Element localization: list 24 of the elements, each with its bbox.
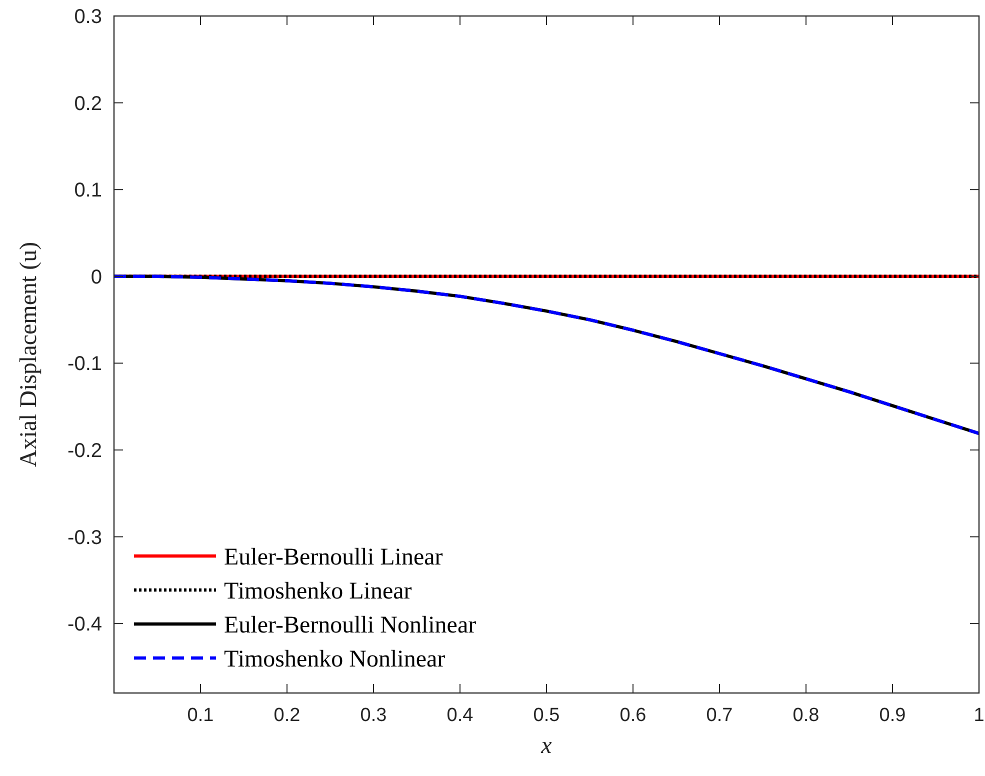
y-tick-label: 0.1 — [74, 180, 102, 202]
y-tick-label: -0.3 — [68, 526, 102, 549]
legend-label: Timoshenko Nonlinear — [224, 646, 446, 672]
y-tick-label: 0.2 — [74, 92, 102, 115]
legend-label: Euler-Bernoulli Nonlinear — [224, 612, 476, 638]
x-axis-title: x — [540, 733, 552, 759]
x-tick-label: 0.2 — [274, 705, 300, 726]
y-tick-label: 0.3 — [74, 6, 102, 28]
x-tick-label: 0.8 — [792, 705, 820, 726]
y-axis-title: Axial Displacement (u) — [16, 242, 42, 468]
legend-label: Euler-Bernoulli Linear — [224, 544, 443, 570]
y-tick-label: -0.4 — [68, 614, 102, 636]
x-tick-label: 0.3 — [360, 705, 387, 726]
x-tick-label: 0.7 — [706, 705, 733, 726]
x-tick-label: 0.1 — [187, 705, 214, 726]
x-tick-label: 0.4 — [446, 705, 474, 726]
x-tick-label: 0.5 — [533, 705, 560, 726]
y-tick-label: -0.2 — [68, 440, 102, 462]
x-tick-label: 0.9 — [879, 705, 906, 726]
legend-label: Timoshenko Linear — [224, 578, 412, 604]
x-tick-label: 1 — [974, 705, 984, 726]
x-tick-label: 0.6 — [620, 705, 646, 726]
y-tick-label: 0 — [90, 266, 102, 288]
y-tick-label: -0.1 — [68, 353, 102, 376]
